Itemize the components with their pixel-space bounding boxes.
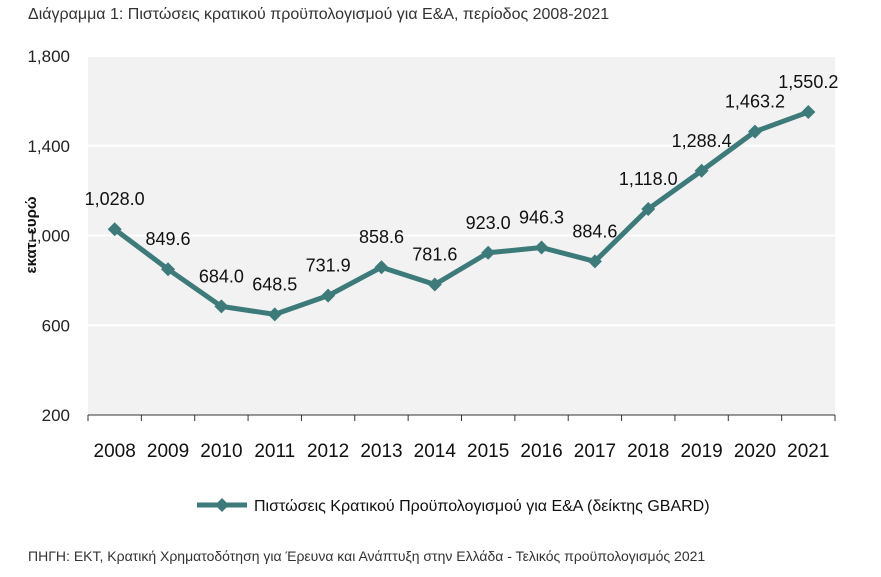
data-point-marker	[161, 262, 176, 277]
x-tick-label: 2020	[734, 441, 776, 462]
x-tick-label: 2011	[254, 441, 295, 462]
x-tick-label: 2010	[200, 441, 242, 462]
data-label: 1,118.0	[619, 169, 678, 189]
series-line	[113, 109, 810, 317]
x-tick-label: 2019	[680, 441, 722, 462]
x-tick-label: 2012	[307, 441, 349, 462]
data-point-marker	[481, 245, 496, 260]
chart-caption: Διάγραμμα 1: Πιστώσεις κρατικού προϋπολο…	[28, 6, 610, 23]
data-point-marker	[321, 288, 336, 303]
data-label: 1,028.0	[85, 189, 145, 209]
y-tick-label: 1,800	[27, 47, 70, 66]
data-label: 1,550.2	[778, 72, 838, 92]
data-point-marker	[694, 163, 709, 178]
data-point-marker	[534, 240, 549, 255]
data-point-marker	[427, 277, 442, 292]
data-point-marker	[747, 124, 762, 139]
x-tick-label: 2021	[787, 441, 829, 462]
x-tick-label: 2013	[360, 441, 402, 462]
data-label: 731.9	[306, 256, 351, 276]
data-point-marker	[641, 202, 656, 217]
x-tick-label: 2017	[574, 441, 616, 462]
x-tick-label: 2008	[94, 441, 136, 462]
y-tick-label: 200	[42, 406, 70, 425]
data-label: 1,463.2	[725, 92, 785, 112]
legend-marker	[215, 498, 229, 512]
source-note: ΠΗΓΗ: ΕΚΤ, Κρατική Χρηματοδότηση για Έρε…	[28, 548, 706, 564]
legend-label: Πιστώσεις Κρατικού Προϋπολογισμού για Ε&…	[254, 498, 710, 515]
y-tick-label: 600	[42, 316, 70, 335]
data-label: 884.6	[572, 221, 617, 241]
x-tick-label: 2018	[627, 441, 669, 462]
data-label: 923.0	[466, 213, 511, 233]
data-label: 849.6	[146, 229, 191, 249]
data-label: 858.6	[359, 227, 404, 247]
data-point-marker	[267, 307, 282, 322]
x-tick-label: 2014	[414, 441, 457, 462]
x-tick-label: 2016	[520, 441, 562, 462]
data-point-marker	[107, 222, 122, 237]
data-label: 946.3	[519, 208, 564, 228]
data-point-marker	[801, 105, 816, 120]
y-axis-label: εκατ. ευρώ	[23, 196, 40, 273]
data-label: 684.0	[199, 266, 244, 286]
x-tick-label: 2015	[467, 441, 509, 462]
x-tick-label: 2009	[147, 441, 189, 462]
line-chart: 200 600 1,000 1,400 1,800 2008 2009 2010 2011 201…	[23, 47, 838, 515]
y-tick-label: 1,000	[27, 227, 70, 246]
data-label: 1,288.4	[672, 131, 732, 151]
data-label: 781.6	[412, 245, 457, 265]
data-label: 648.5	[252, 274, 297, 294]
y-tick-label: 1,400	[27, 137, 70, 156]
data-point-marker	[587, 254, 602, 269]
data-point-marker	[214, 299, 229, 314]
data-point-marker	[374, 260, 389, 275]
